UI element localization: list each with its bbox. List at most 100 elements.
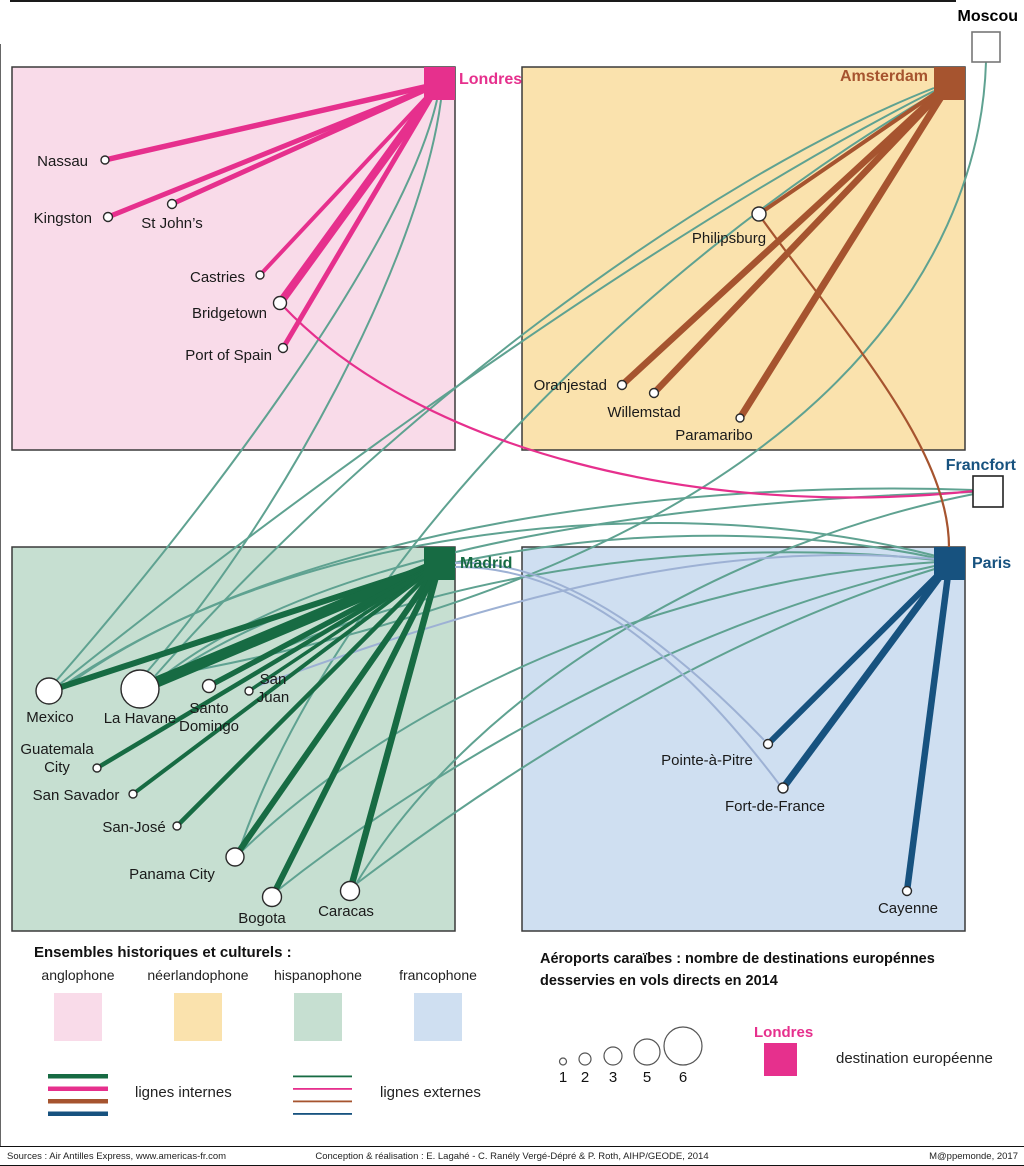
- airport-label-nassau: Nassau: [37, 153, 88, 170]
- airport-label-line: Guatemala: [20, 741, 94, 758]
- hub-label-londres: Londres: [459, 71, 522, 88]
- legend-item-swatch: [294, 993, 342, 1041]
- external-line-sample: [293, 1075, 352, 1078]
- internal-line-londres-bridgetown: [276, 81, 443, 306]
- airport-label-cayenne: Cayenne: [878, 900, 938, 917]
- airport-circle-oranjestad: [616, 379, 628, 391]
- airport-label-line: City: [44, 759, 70, 776]
- airport-label-san-savador: San Savador: [33, 787, 120, 804]
- scale-circle-2: [578, 1052, 592, 1066]
- scale-circle-value: 3: [609, 1069, 617, 1086]
- airport-label-fort-de-france: Fort-de-France: [725, 798, 825, 815]
- external-line-caracas-paris: [355, 566, 942, 885]
- legend-culture-title: Ensembles historiques et culturels :: [34, 944, 292, 961]
- region-neerlandophone: [521, 66, 966, 451]
- figure-left-border: [0, 44, 1, 1146]
- airport-label-line: St John’s: [141, 215, 202, 232]
- airport-label-paramaribo: Paramaribo: [675, 427, 753, 444]
- external-line-mexico-paris: [60, 522, 937, 691]
- hub-label-paris: Paris: [972, 555, 1011, 572]
- airport-label-mexico: Mexico: [26, 709, 74, 726]
- external-line-fort-de-france-madrid: [454, 565, 780, 785]
- hub-square-madrid: [424, 547, 455, 580]
- airport-circle-caracas: [339, 880, 361, 902]
- airport-label-line: San-José: [102, 819, 165, 836]
- external-line-sample: [293, 1088, 352, 1090]
- internal-line-madrid-san-savador: [131, 561, 441, 796]
- legend-item-label: hispanophone: [274, 967, 362, 983]
- airport-label-line: Cayenne: [878, 900, 938, 917]
- external-line-philipsburg-paris: [761, 218, 951, 550]
- airport-circle-fort-de-france: [777, 782, 789, 794]
- hub-square-amsterdam: [934, 67, 965, 100]
- figure-top-border: [10, 0, 956, 2]
- airport-label-caracas: Caracas: [318, 903, 374, 920]
- airport-circle-panama-city: [225, 847, 245, 867]
- airport-circle-bogota: [261, 886, 283, 908]
- airport-label-line: Santo: [189, 700, 228, 717]
- airport-label-line: Castries: [190, 269, 245, 286]
- external-line-panama-city-paris: [241, 561, 938, 852]
- legend-item-label: anglophone: [41, 967, 115, 983]
- internal-line-sample: [48, 1111, 108, 1116]
- external-line-la-havane-amsterdam: [154, 87, 935, 677]
- internal-lines-swatch: [48, 1074, 108, 1116]
- scale-circle-value: 2: [581, 1069, 589, 1086]
- internal-line-amsterdam-philipsburg: [757, 81, 951, 216]
- scale-circle-1: [558, 1057, 568, 1066]
- scale-circle-value: 5: [643, 1069, 651, 1086]
- footer-publisher: M@ppemonde, 2017: [929, 1151, 1018, 1162]
- airport-label-philipsburg: Philipsburg: [692, 230, 766, 247]
- airport-label-line: Juan: [257, 689, 290, 706]
- legend-airports: Aéroports caraïbes : nombre de destinati…: [540, 948, 1010, 1086]
- internal-line-madrid-mexico: [48, 560, 441, 694]
- external-line-sample: [293, 1100, 352, 1103]
- airport-circle-guatemala-city: [92, 763, 102, 773]
- external-lines-label: lignes externes: [380, 1084, 481, 1101]
- internal-line-londres-st-john-s: [170, 81, 441, 207]
- external-lines-swatch: [293, 1075, 352, 1115]
- legend-culture-items: anglophone néerlandophone hispanophone fran…: [18, 967, 518, 1041]
- scale-circle-5: [633, 1038, 661, 1066]
- internal-line-madrid-bogota: [269, 562, 443, 899]
- hub-square-paris: [934, 547, 965, 580]
- internal-line-paris-cayenne: [903, 563, 953, 892]
- scale-circle-value: 1: [559, 1069, 567, 1086]
- airport-label-line: Nassau: [37, 153, 88, 170]
- airport-label-kingston: Kingston: [34, 210, 92, 227]
- internal-line-paris-fort-de-france: [780, 561, 953, 791]
- airport-label-line: Bridgetown: [192, 305, 267, 322]
- internal-line-madrid-caracas: [346, 562, 443, 892]
- airport-label-san-josé: San-José: [102, 819, 165, 836]
- internal-line-madrid-panama-city: [232, 561, 442, 859]
- airport-circle-kingston: [102, 211, 114, 223]
- legend-item-néerlandophone: néerlandophone: [138, 967, 258, 1041]
- legend-item-hispanophone: hispanophone: [258, 967, 378, 1041]
- airport-label-pointe-à-pitre: Pointe-à-Pitre: [661, 752, 753, 769]
- external-line-pointe-à-pitre-madrid: [454, 561, 765, 741]
- external-line-sample: [293, 1113, 352, 1115]
- airport-circle-philipsburg: [751, 206, 767, 222]
- legend-airports-title: Aéroports caraïbes : nombre de destinati…: [540, 948, 1010, 992]
- airport-label-line: Bogota: [238, 910, 286, 927]
- airport-circle-st-john-s: [166, 198, 178, 210]
- external-line-mexico-londres: [55, 99, 438, 682]
- legend-airports-title-line1: Aéroports caraïbes : nombre de destinati…: [540, 951, 935, 967]
- airport-label-line: Port of Spain: [185, 347, 272, 364]
- airport-circle-nassau: [100, 155, 110, 165]
- hub-square-moscou: [971, 31, 1001, 63]
- legend-item-anglophone: anglophone: [18, 967, 138, 1041]
- airport-label-line: San: [260, 671, 287, 688]
- legend-item-francophone: francophone: [378, 967, 498, 1041]
- legend-culture: Ensembles historiques et culturels : ang…: [18, 944, 518, 1116]
- internal-line-sample: [48, 1074, 108, 1079]
- airport-circle-port-of-spain: [277, 342, 289, 354]
- airport-label-bogota: Bogota: [238, 910, 286, 927]
- hub-square-francfort: [972, 475, 1004, 508]
- airport-label-line: Domingo: [179, 718, 239, 735]
- external-line-la-havane-paris: [157, 534, 937, 684]
- airport-label-guatemala-city: Guatemala City: [20, 741, 94, 776]
- airport-label-san-juan: San Juan: [257, 671, 290, 706]
- airport-circle-san-savador: [128, 789, 138, 799]
